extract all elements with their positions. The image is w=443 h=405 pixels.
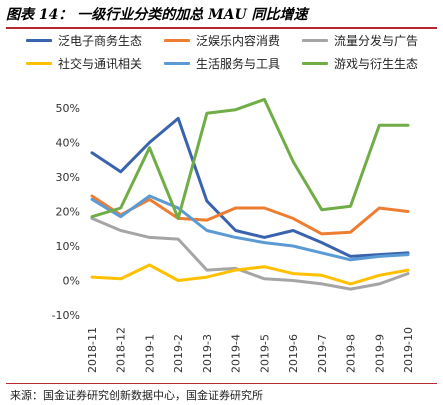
x-tick-label: 2019-4 (230, 334, 243, 373)
legend-label: 社交与通讯相关 (58, 57, 143, 71)
series-line (90, 194, 410, 262)
x-tick-label: 2019-7 (316, 334, 329, 373)
legend-item: 流量分发与广告 (302, 32, 418, 49)
legend-label: 泛娱乐内容消费 (196, 34, 281, 48)
legend-swatch (302, 62, 328, 65)
legend-label: 泛电子商务生态 (58, 34, 143, 48)
legend-swatch (164, 39, 190, 42)
legend-swatch (26, 62, 52, 65)
x-tick-label: 2018-12 (115, 327, 128, 373)
chart-title: 图表 14： 一级行业分类的加总 MAU 同比增速 (6, 7, 308, 23)
legend-item: 泛电子商务生态 (26, 32, 142, 49)
y-tick-label: 50% (56, 102, 80, 115)
x-tick-label: 2019-9 (373, 334, 386, 373)
legend-swatch (26, 39, 52, 42)
x-tick-label: 2018-11 (86, 327, 99, 373)
legend-swatch (302, 39, 328, 42)
legend-swatch (164, 62, 190, 65)
series-line (90, 216, 410, 291)
y-tick-label: 20% (56, 206, 80, 219)
y-tick-label: 40% (56, 137, 80, 150)
legend-item: 社交与通讯相关 (26, 55, 142, 72)
x-tick-label: 2019-2 (172, 334, 185, 373)
x-tick-label: 2019-8 (345, 334, 358, 373)
legend-item: 泛娱乐内容消费 (164, 32, 280, 49)
x-tick-label: 2019-3 (201, 334, 214, 373)
legend-item: 游戏与衍生生态 (302, 55, 418, 72)
y-tick-label: 10% (56, 240, 80, 253)
series-line (90, 97, 410, 220)
title-rule (6, 27, 437, 29)
x-tick-label: 2019-10 (402, 327, 415, 373)
legend-label: 生活服务与工具 (196, 57, 281, 71)
series-line (90, 263, 410, 286)
series-line (90, 194, 410, 236)
legend-label: 流量分发与广告 (334, 34, 419, 48)
x-tick-label: 2019-5 (258, 334, 271, 373)
x-tick-label: 2019-6 (287, 334, 300, 373)
x-tick-label: 2019-1 (143, 334, 156, 373)
y-tick-label: -10% (52, 309, 80, 322)
y-tick-label: 30% (56, 171, 80, 184)
legend-item: 生活服务与工具 (164, 55, 280, 72)
source-note: 来源：国金证券研究创新数据中心，国金证券研究所 (10, 389, 263, 402)
source-rule (6, 383, 437, 384)
y-tick-label: 0% (63, 275, 80, 288)
legend-label: 游戏与衍生生态 (334, 57, 419, 71)
series-line (90, 116, 410, 258)
